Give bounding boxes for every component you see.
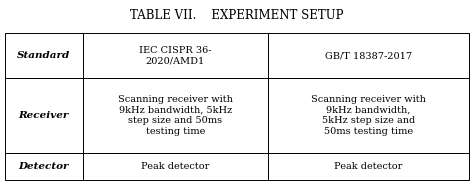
Text: Peak detector: Peak detector [141, 162, 210, 171]
Bar [5, 78, 83, 153]
Text: TABLE VII.    EXPERIMENT SETUP: TABLE VII. EXPERIMENT SETUP [130, 9, 344, 22]
Bar [268, 78, 469, 153]
Text: Scanning receiver with
9kHz bandwidth, 5kHz
step size and 50ms
testing time: Scanning receiver with 9kHz bandwidth, 5… [118, 95, 233, 136]
Bar [83, 33, 268, 78]
Text: Receiver: Receiver [18, 111, 69, 120]
Bar [83, 78, 268, 153]
Bar [5, 33, 83, 78]
Text: Detector: Detector [18, 162, 69, 171]
Bar [268, 33, 469, 78]
Bar [5, 153, 83, 180]
Text: IEC CISPR 36-
2020/AMD1: IEC CISPR 36- 2020/AMD1 [139, 46, 211, 66]
Text: Standard: Standard [17, 51, 71, 60]
Bar [83, 153, 268, 180]
Text: Scanning receiver with
9kHz bandwidth,
5kHz step size and
50ms testing time: Scanning receiver with 9kHz bandwidth, 5… [311, 95, 426, 136]
Text: Peak detector: Peak detector [334, 162, 403, 171]
Text: GB/T 18387-2017: GB/T 18387-2017 [325, 51, 412, 60]
Bar [268, 153, 469, 180]
